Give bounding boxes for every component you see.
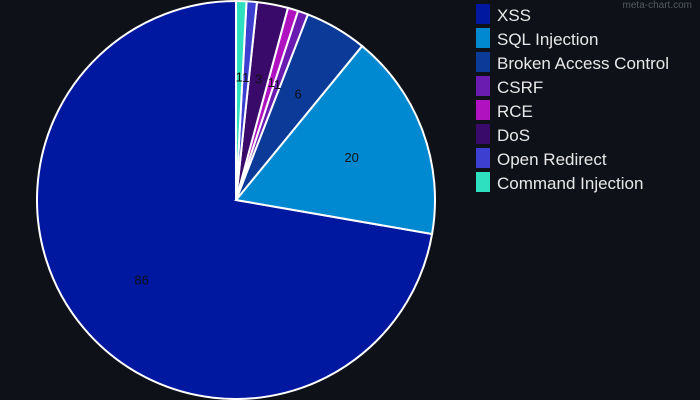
- data-label-dos: 3: [255, 72, 262, 87]
- legend-item-open-redirect[interactable]: Open Redirect: [476, 148, 607, 169]
- pie-slice-command-injection[interactable]: [235, 0, 248, 201]
- pie-slice-sql-injection[interactable]: [234, 44, 436, 236]
- data-label-csrf: 1: [274, 77, 281, 92]
- legend-label-rce: RCE: [497, 102, 533, 121]
- data-label-command-injection: 1: [236, 70, 243, 85]
- data-label-rce: 1: [268, 75, 275, 90]
- data-label-xss: 86: [134, 272, 148, 287]
- legend-label-command-injection: Command Injection: [497, 174, 643, 193]
- legend-swatch-xss: [476, 4, 490, 24]
- legend-swatch-command-injection: [476, 172, 490, 192]
- legend-item-dos[interactable]: DoS: [476, 124, 530, 145]
- legend-swatch-rce: [476, 100, 490, 120]
- pie-slice-xss[interactable]: [36, 0, 434, 400]
- legend-item-broken-access-control[interactable]: Broken Access Control: [476, 52, 669, 73]
- data-label-open-redirect: 1: [242, 70, 249, 85]
- legend-swatch-broken-access-control: [476, 52, 490, 72]
- legend-label-dos: DoS: [497, 126, 530, 145]
- data-label-sql-injection: 20: [344, 150, 358, 165]
- legend-item-csrf[interactable]: CSRF: [476, 76, 543, 97]
- watermark: meta-chart.com: [622, 0, 692, 11]
- legend-swatch-csrf: [476, 76, 490, 96]
- legend-item-rce[interactable]: RCE: [476, 100, 533, 121]
- legend-label-csrf: CSRF: [497, 78, 543, 97]
- legend: XSS SQL Injection Broken Access Control CSR…: [476, 4, 669, 193]
- data-label-broken-access-control: 6: [295, 86, 302, 101]
- legend-swatch-open-redirect: [476, 148, 490, 168]
- legend-item-xss[interactable]: XSS: [476, 4, 531, 25]
- legend-label-broken-access-control: Broken Access Control: [497, 54, 669, 73]
- pie-slices: [36, 0, 436, 400]
- legend-swatch-sql-injection: [476, 28, 490, 48]
- legend-label-sql-injection: SQL Injection: [497, 30, 598, 49]
- legend-label-xss: XSS: [497, 6, 531, 25]
- legend-item-sql-injection[interactable]: SQL Injection: [476, 28, 598, 49]
- legend-label-open-redirect: Open Redirect: [497, 150, 607, 169]
- legend-item-command-injection[interactable]: Command Injection: [476, 172, 643, 193]
- legend-swatch-dos: [476, 124, 490, 144]
